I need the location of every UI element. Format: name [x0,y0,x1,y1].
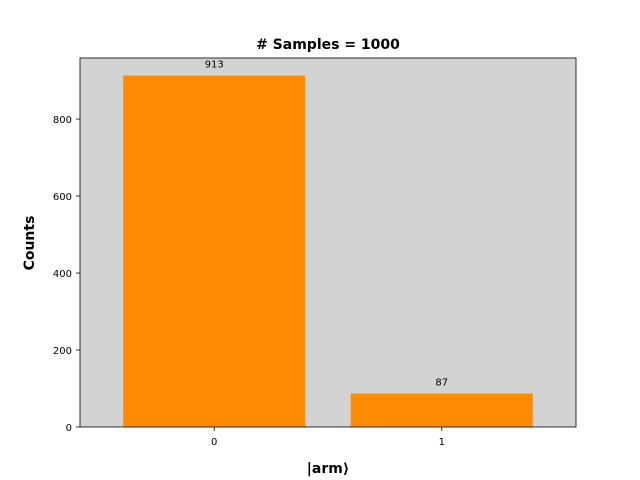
bars-group [123,75,533,428]
y-tick-label: 200 [53,346,72,357]
bar-0 [123,75,306,428]
y-axis-ticks: 0 200 400 600 800 [53,115,80,434]
data-labels-group: 913 87 [205,60,448,389]
chart-title: # Samples = 1000 [256,37,400,53]
data-label-1: 87 [435,378,448,389]
y-axis-label: Counts [22,216,38,271]
y-tick-label: 400 [53,269,72,280]
y-tick-label: 0 [66,423,72,434]
data-label-0: 913 [205,60,224,71]
x-axis-label: |arm⟩ [307,461,349,477]
x-tick-label: 0 [211,437,217,448]
x-tick-label: 1 [439,437,445,448]
y-tick-label: 800 [53,115,72,126]
bar-1 [350,393,533,427]
plot-frame [79,57,577,428]
y-tick-label: 600 [53,192,72,203]
